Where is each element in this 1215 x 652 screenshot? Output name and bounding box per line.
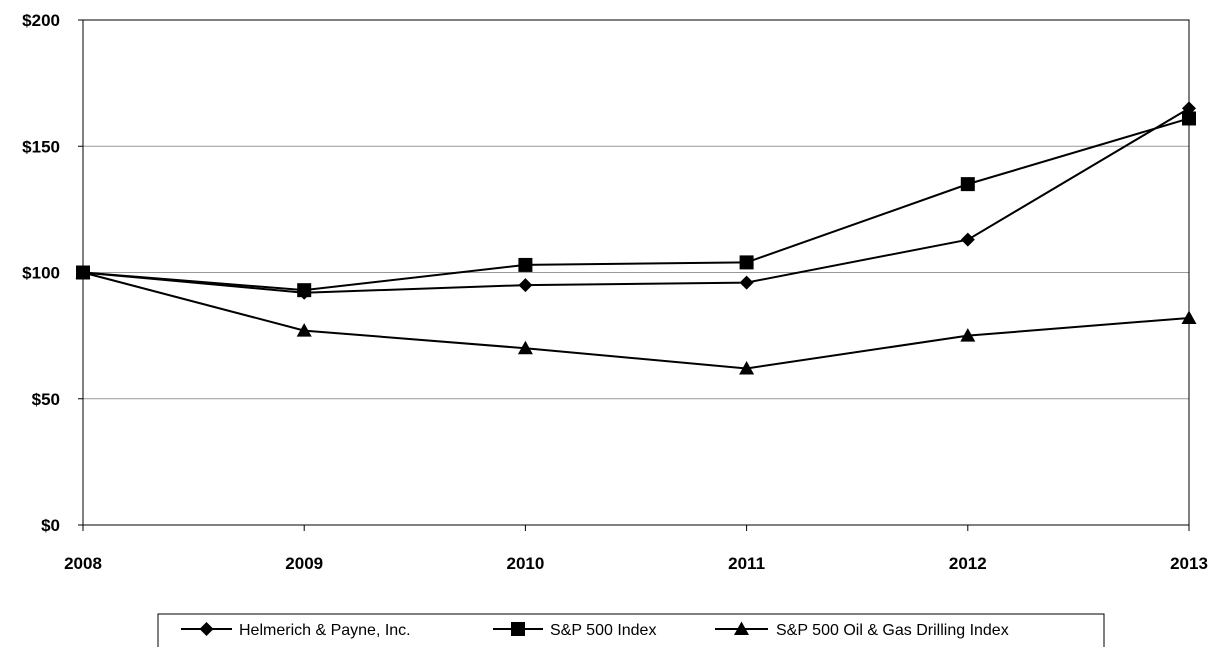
data-point-0-4: [960, 232, 975, 247]
data-point-0-2: [518, 278, 533, 293]
legend-label-0: Helmerich & Payne, Inc.: [239, 622, 411, 639]
data-point-2-4: [960, 328, 976, 342]
legend: Helmerich & Payne, Inc. S&P 500 Index S&P …: [157, 613, 1105, 652]
x-tick-label-2: 2010: [506, 554, 544, 573]
legend-label-1: S&P 500 Index: [550, 622, 656, 639]
series-2: [75, 265, 1197, 375]
data-point-1-1: [297, 283, 312, 298]
series-line-1: [82, 117, 1190, 292]
data-point-2-0: [75, 265, 91, 279]
y-tick-label-4: $200: [22, 11, 60, 30]
data-point-0-3: [739, 275, 754, 290]
series-0: [76, 101, 1196, 300]
series-1: [76, 111, 1196, 298]
y-tick-label-0: $0: [41, 516, 60, 535]
y-tick-label-1: $50: [32, 390, 60, 409]
data-point-2-2: [517, 340, 533, 355]
data-point-1-4: [960, 177, 975, 192]
x-tick-label-1: 2009: [285, 554, 323, 573]
data-point-2-3: [739, 360, 755, 375]
x-tick-label-3: 2011: [728, 554, 765, 573]
legend-label-2: S&P 500 Oil & Gas Drilling Index: [776, 622, 1009, 639]
data-point-1-3: [739, 255, 754, 270]
legend-marker-0: [199, 622, 214, 636]
legend-box: [157, 613, 1105, 652]
legend-marker-2: [734, 621, 749, 635]
x-tick-label-0: 2008: [64, 554, 102, 573]
x-tick-label-4: 2012: [949, 554, 987, 573]
data-point-1-5: [1182, 111, 1196, 126]
data-point-1-2: [518, 257, 533, 272]
legend-item-2: S&P 500 Oil & Gas Drilling Index: [715, 621, 1009, 639]
y-tick-label-2: $100: [22, 264, 60, 283]
data-point-2-1: [296, 323, 312, 337]
y-tick-label-3: $150: [22, 137, 60, 156]
legend-item-0: Helmerich & Payne, Inc.: [181, 622, 411, 639]
series-line-0: [82, 107, 1190, 294]
data-point-2-5: [1181, 310, 1197, 324]
legend-marker-1: [511, 622, 525, 636]
series-line-2: [82, 271, 1190, 370]
legend-item-1: S&P 500 Index: [493, 622, 656, 639]
x-tick-label-5: 2013: [1170, 554, 1208, 573]
